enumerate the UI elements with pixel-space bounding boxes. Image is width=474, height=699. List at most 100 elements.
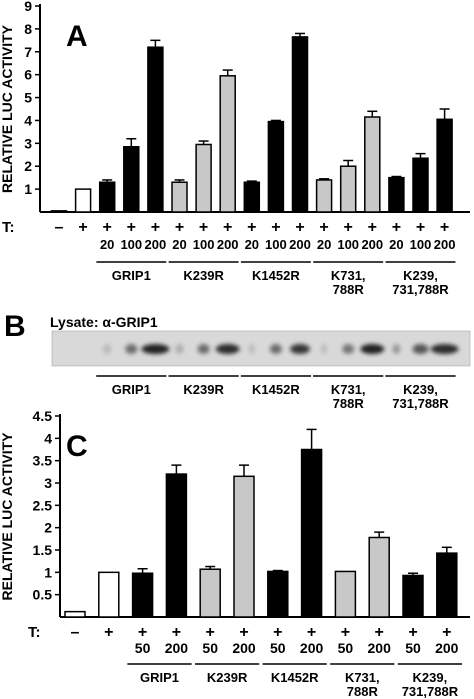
bar: [402, 574, 424, 618]
treatment-sign: +: [172, 624, 181, 641]
t-label: T:: [28, 624, 41, 641]
treatment-sign: +: [151, 219, 160, 236]
treatment-sign: –: [55, 219, 64, 236]
bar: [267, 120, 285, 213]
treatment-sign: +: [271, 219, 280, 236]
panel-a-label: A: [66, 20, 88, 53]
treatment-sign: +: [199, 219, 208, 236]
y-tick-label: 0.5: [33, 587, 53, 603]
bar: [233, 475, 255, 618]
bar: [131, 572, 154, 618]
group-label: K239R: [207, 670, 248, 685]
treatment-sign: +: [307, 624, 316, 641]
blot-band: [197, 344, 210, 354]
dose-label: 200: [232, 640, 256, 656]
treatment-sign: +: [103, 219, 112, 236]
bar: [368, 536, 390, 618]
dose-label: 50: [338, 640, 354, 656]
treatment-sign: +: [206, 624, 215, 641]
group-label: K731,: [345, 670, 380, 685]
y-tick-label: 4: [24, 112, 32, 128]
group-label: K1452R: [271, 670, 319, 685]
lysate-label: Lysate: α-GRIP1: [50, 314, 158, 330]
group-label: K1452R: [252, 268, 300, 283]
dose-label: 200: [435, 640, 459, 656]
dose-label: 20: [317, 237, 331, 252]
blot-band: [175, 344, 184, 354]
y-tick-label: 2: [24, 158, 32, 174]
blot-band: [125, 344, 138, 354]
y-tick-label: 7: [24, 44, 32, 60]
blot-band: [412, 344, 429, 354]
blot-band: [215, 344, 240, 354]
dose-label: 200: [289, 237, 311, 252]
group-label: K731,: [331, 268, 366, 283]
bar: [98, 571, 120, 618]
dose-label: 100: [337, 237, 359, 252]
y-tick-label: 8: [24, 21, 32, 37]
treatment-sign: +: [78, 219, 87, 236]
group-label: K239,: [403, 268, 438, 283]
treatment-sign: +: [416, 219, 425, 236]
bar: [50, 210, 68, 213]
dose-label: 50: [405, 640, 421, 656]
panel-c-chart: 0.5 1 1.5 2 2.5 3 3.5 4 4.5 RELATIVE LUC ACTIVITY…: [0, 408, 470, 699]
panel-b-blot: B Lysate: α-GRIP1 GRIP1 K239R K1452R K731,7…: [4, 310, 471, 411]
blot-band: [248, 344, 255, 354]
bar: [334, 570, 357, 618]
bar: [147, 46, 164, 213]
group-label: K239R: [183, 268, 224, 283]
group-label: GRIP1: [112, 268, 151, 283]
group-label: 788R: [347, 684, 379, 699]
treatment-sign: +: [341, 624, 350, 641]
dose-label: 50: [202, 640, 218, 656]
y-axis-label: RELATIVE LUC ACTIVITY: [0, 24, 15, 193]
y-tick-label: 1: [44, 564, 52, 580]
blot-band: [269, 344, 282, 354]
y-tick-label: 4: [44, 430, 52, 446]
dose-label: 20: [389, 237, 403, 252]
dose-label: 20: [245, 237, 259, 252]
dose-label: 100: [120, 237, 142, 252]
bar: [64, 610, 86, 618]
blot-membrane: [51, 330, 471, 367]
blot-band: [360, 344, 385, 354]
dose-label: 200: [217, 237, 239, 252]
treatment-sign: +: [408, 624, 417, 641]
bar: [219, 75, 236, 213]
y-tick-label: 1.5: [33, 542, 53, 558]
treatment-sign: +: [273, 624, 282, 641]
dose-label: 50: [270, 640, 286, 656]
y-tick-label: 2.5: [33, 497, 53, 513]
blot-band: [392, 344, 401, 354]
bar: [195, 143, 212, 213]
treatment-sign: +: [127, 219, 136, 236]
group-label: 731,788R: [392, 282, 449, 297]
treatment-sign: +: [319, 219, 328, 236]
bar: [436, 118, 453, 213]
group-label: K239,: [413, 670, 448, 685]
panel-b-label: B: [4, 310, 26, 343]
blot-group-label: K239,: [403, 382, 438, 397]
blot-group-label: K239R: [183, 382, 224, 397]
y-tick-label: 6: [24, 67, 32, 83]
bar: [98, 181, 116, 213]
blot-band: [103, 344, 112, 354]
dose-label: 100: [193, 237, 215, 252]
dose-label: 200: [300, 640, 324, 656]
bar: [339, 165, 357, 213]
bar: [243, 181, 261, 213]
bar: [315, 179, 333, 213]
dose-label: 100: [265, 237, 287, 252]
dose-label: 200: [434, 237, 456, 252]
y-tick-label: 5: [24, 90, 32, 106]
bar: [436, 552, 458, 618]
treatment-sign: +: [138, 624, 147, 641]
treatment-sign: +: [375, 624, 384, 641]
dose-label: 200: [165, 640, 189, 656]
group-label: 788R: [333, 282, 365, 297]
bar: [388, 176, 405, 213]
blot-band: [141, 344, 170, 354]
